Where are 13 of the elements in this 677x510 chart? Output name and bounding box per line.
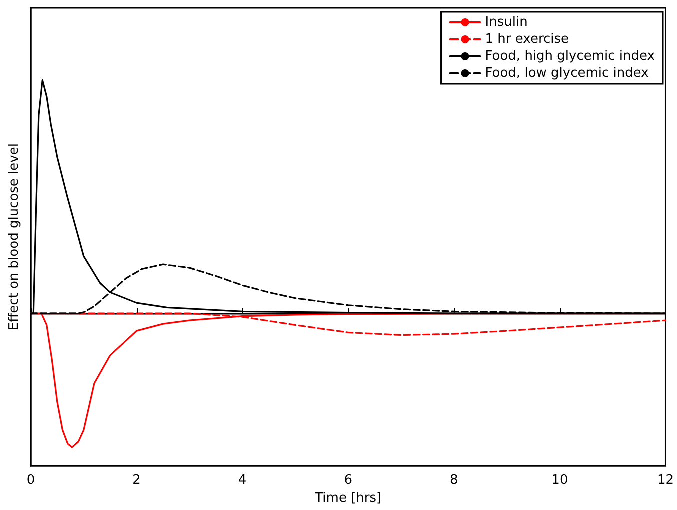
legend-label: Insulin: [485, 15, 528, 30]
x-tick-label: 4: [238, 473, 247, 488]
x-tick-label: 10: [552, 473, 568, 488]
legend-label: Food, low glycemic index: [485, 66, 650, 81]
x-tick-label: 12: [657, 473, 674, 488]
y-axis-title: Effect on blood glucose level: [7, 144, 22, 331]
legend-label: 1 hr exercise: [485, 32, 570, 47]
x-tick-label: 8: [450, 473, 458, 488]
x-tick-label: 2: [132, 473, 141, 488]
x-tick-label: 6: [344, 473, 353, 488]
x-tick-label: 0: [26, 473, 36, 488]
legend-label: Food, high glycemic index: [485, 49, 656, 64]
x-axis-title: Time [hrs]: [314, 491, 382, 506]
